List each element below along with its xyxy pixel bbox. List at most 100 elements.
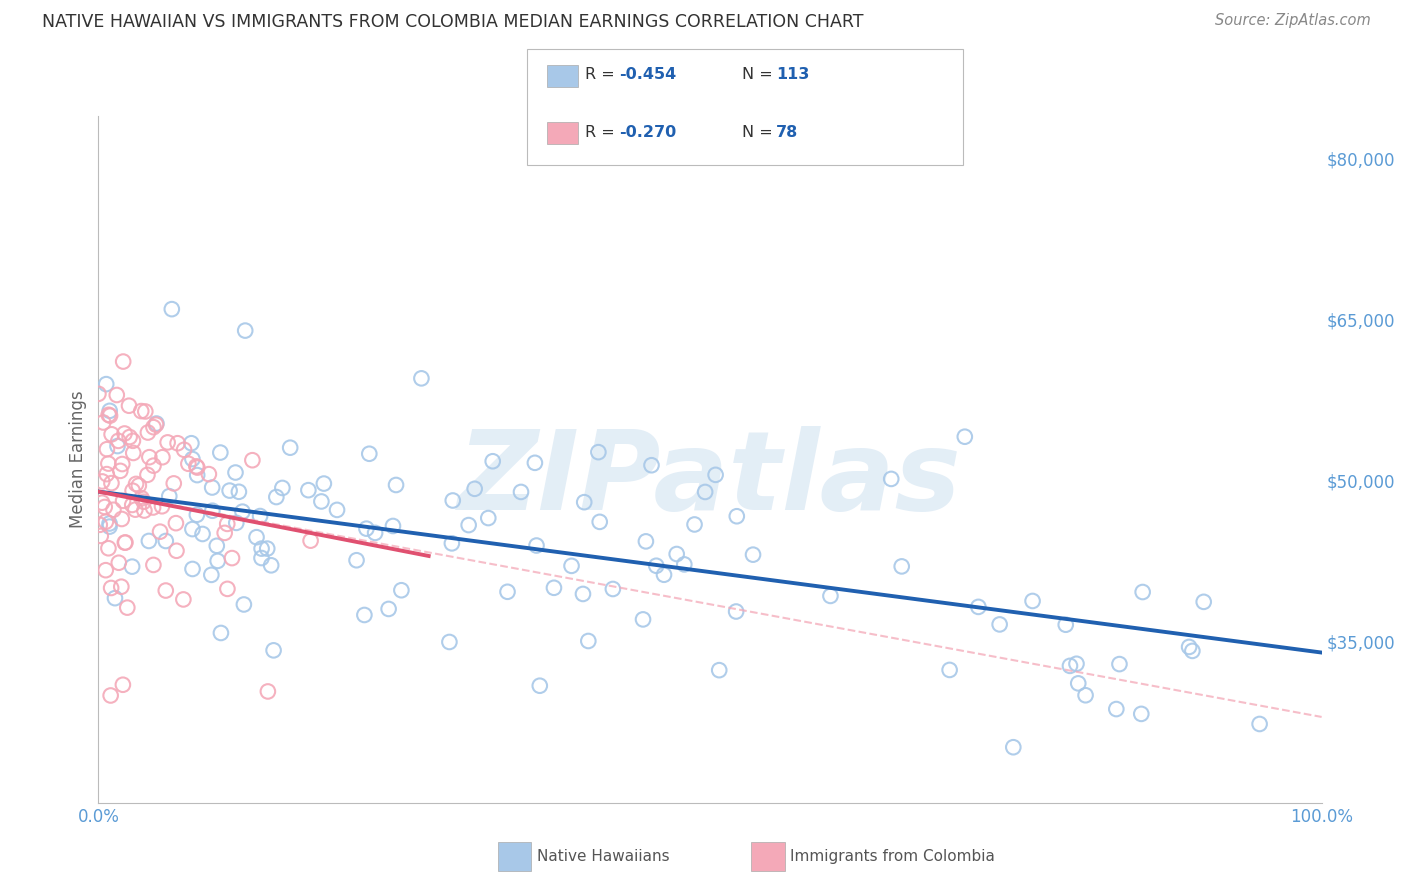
Text: N =: N = xyxy=(742,68,779,82)
Point xyxy=(1192,595,1215,609)
Point xyxy=(138,533,160,548)
Point xyxy=(457,518,479,533)
Point xyxy=(820,589,842,603)
Point xyxy=(346,553,368,567)
Point xyxy=(181,522,204,536)
Point xyxy=(242,453,264,467)
Point xyxy=(725,605,748,619)
Point xyxy=(181,562,204,576)
Point xyxy=(411,371,433,385)
Point xyxy=(233,324,256,338)
Point xyxy=(1021,594,1043,608)
Point xyxy=(256,541,278,556)
Point xyxy=(111,457,134,471)
Point xyxy=(297,483,319,498)
Point xyxy=(131,491,153,506)
Point xyxy=(186,508,208,522)
Point xyxy=(134,404,156,418)
Point xyxy=(118,399,141,413)
Point xyxy=(152,450,174,465)
Point xyxy=(645,558,668,573)
Point xyxy=(312,476,335,491)
Text: 78: 78 xyxy=(776,125,799,139)
Point xyxy=(572,587,595,601)
Point xyxy=(111,678,134,692)
Point xyxy=(359,447,381,461)
Point xyxy=(165,516,187,530)
Point xyxy=(205,539,228,553)
Point xyxy=(110,580,132,594)
Point xyxy=(107,434,129,448)
Point xyxy=(96,442,118,457)
Point xyxy=(89,517,111,532)
Point xyxy=(245,530,267,544)
Point xyxy=(232,598,254,612)
Point xyxy=(121,559,143,574)
Point xyxy=(142,420,165,434)
Point xyxy=(91,475,114,489)
Point xyxy=(1002,740,1025,755)
Point xyxy=(217,582,239,596)
Point xyxy=(157,489,180,503)
Point xyxy=(128,478,150,492)
Point xyxy=(138,450,160,465)
Point xyxy=(105,388,128,402)
Point xyxy=(173,442,195,457)
Point xyxy=(271,481,294,495)
Point xyxy=(249,509,271,524)
Point xyxy=(477,511,499,525)
Point xyxy=(1132,585,1154,599)
Text: -0.270: -0.270 xyxy=(619,125,676,139)
Point xyxy=(988,617,1011,632)
Point xyxy=(695,485,717,500)
Point xyxy=(142,500,165,515)
Point xyxy=(200,567,222,582)
Point xyxy=(100,476,122,491)
Point xyxy=(652,567,675,582)
Point xyxy=(481,454,503,468)
Point xyxy=(112,493,135,508)
Point xyxy=(1054,617,1077,632)
Point xyxy=(742,548,765,562)
Point xyxy=(166,543,188,558)
Text: Immigrants from Colombia: Immigrants from Colombia xyxy=(790,849,995,863)
Point xyxy=(441,493,464,508)
Point xyxy=(136,425,159,440)
Point xyxy=(523,456,546,470)
Point xyxy=(96,467,118,482)
Point xyxy=(117,600,139,615)
Point xyxy=(890,559,912,574)
Point xyxy=(299,533,322,548)
Point xyxy=(250,551,273,566)
Point xyxy=(1067,676,1090,690)
Point xyxy=(134,503,156,517)
Point xyxy=(640,458,662,473)
Point xyxy=(198,467,221,482)
Point xyxy=(938,663,960,677)
Point xyxy=(142,558,165,572)
Point xyxy=(132,494,155,508)
Point xyxy=(97,408,120,422)
Text: R =: R = xyxy=(585,125,620,139)
Point xyxy=(385,478,408,492)
Point xyxy=(107,439,129,453)
Point xyxy=(381,519,404,533)
Point xyxy=(94,563,117,577)
Point xyxy=(683,517,706,532)
Point xyxy=(122,434,145,448)
Point xyxy=(160,302,183,317)
Point xyxy=(589,515,612,529)
Point xyxy=(136,467,159,482)
Point xyxy=(967,599,990,614)
Point xyxy=(266,490,288,504)
Point xyxy=(257,684,280,698)
Point xyxy=(228,484,250,499)
Point xyxy=(94,515,117,529)
Point xyxy=(150,500,173,514)
Point xyxy=(510,485,533,500)
Point xyxy=(1181,644,1204,658)
Point xyxy=(149,524,172,539)
Point xyxy=(543,581,565,595)
Point xyxy=(673,558,696,572)
Point xyxy=(98,409,121,423)
